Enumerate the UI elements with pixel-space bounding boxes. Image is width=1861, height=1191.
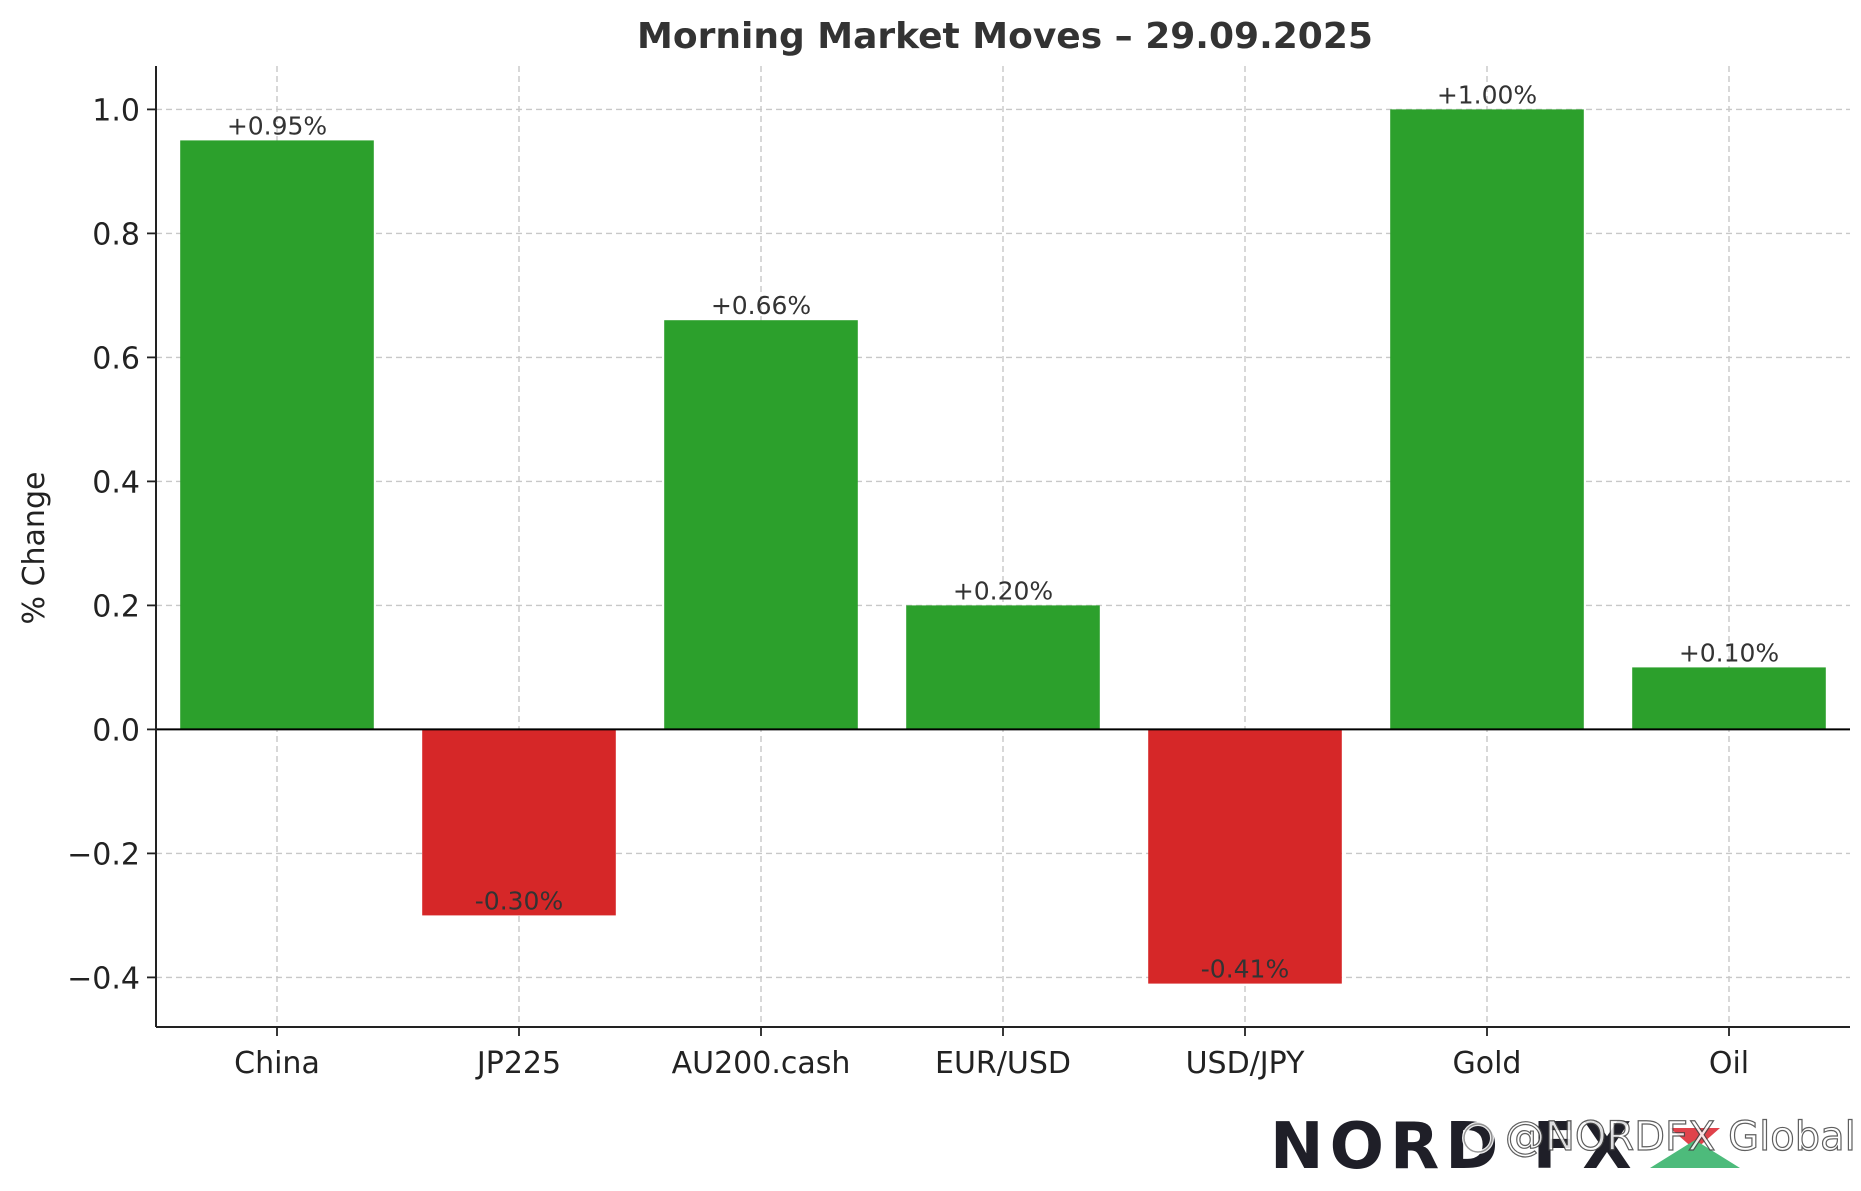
bar-china: [180, 140, 374, 730]
y-tick-label: 0.2: [92, 589, 140, 624]
bar-gold: [1390, 109, 1584, 730]
logo-x-red-mark: [1670, 1128, 1720, 1150]
x-tick-label: AU200.cash: [672, 1046, 851, 1081]
watermark: NORD FX @NORDFX Global: [1270, 1110, 1856, 1184]
bar-value-label: +0.66%: [711, 291, 811, 320]
bar-usd-jpy: [1148, 729, 1342, 984]
y-tick-label: 0.0: [92, 713, 140, 748]
data-labels: +0.95% -0.30% +0.66% +0.20% -0.41% +1.00% +0.1…: [227, 80, 1779, 983]
bar-value-label: +0.95%: [227, 111, 327, 140]
x-tick-label: JP225: [475, 1046, 561, 1081]
grid: [156, 66, 1850, 1027]
x-tick-label: Gold: [1453, 1046, 1522, 1081]
x-tick-label: USD/JPY: [1186, 1046, 1305, 1081]
y-tick-label: −0.4: [67, 961, 140, 996]
bar-au200-cash: [664, 320, 858, 730]
logo-x-green-mark: [1650, 1140, 1740, 1168]
bar-value-label: -0.30%: [475, 886, 563, 915]
chart-title: Morning Market Moves – 29.09.2025: [637, 16, 1373, 57]
x-tick-label: China: [234, 1046, 320, 1081]
bar-jp225: [422, 729, 616, 916]
social-glyph-icon: [1462, 1122, 1494, 1154]
bar-value-label: +0.20%: [953, 576, 1053, 605]
y-tick-label: −0.2: [67, 837, 140, 872]
bar-value-label: +0.10%: [1679, 638, 1779, 667]
watermark-handle: @NORDFX Global: [1505, 1114, 1856, 1160]
y-tick-label: 0.4: [92, 465, 140, 500]
y-tick-label: 0.8: [92, 217, 140, 252]
y-axis-label: % Change: [17, 472, 52, 625]
bar-value-label: +1.00%: [1437, 80, 1537, 109]
y-tick-label: 0.6: [92, 341, 140, 376]
bar-oil: [1632, 667, 1826, 730]
bar-eur-usd: [906, 605, 1100, 730]
y-tick-label: 1.0: [92, 93, 140, 128]
watermark-logo: NORD FX: [1270, 1110, 1638, 1184]
axes: −0.4 −0.2 0.0 0.2 0.4 0.6 0.8 1.0 China JP225 AU20…: [67, 66, 1850, 1081]
bars: [180, 109, 1826, 984]
bar-value-label: -0.41%: [1201, 955, 1289, 984]
x-tick-label: Oil: [1709, 1046, 1749, 1081]
x-tick-label: EUR/USD: [935, 1046, 1071, 1081]
